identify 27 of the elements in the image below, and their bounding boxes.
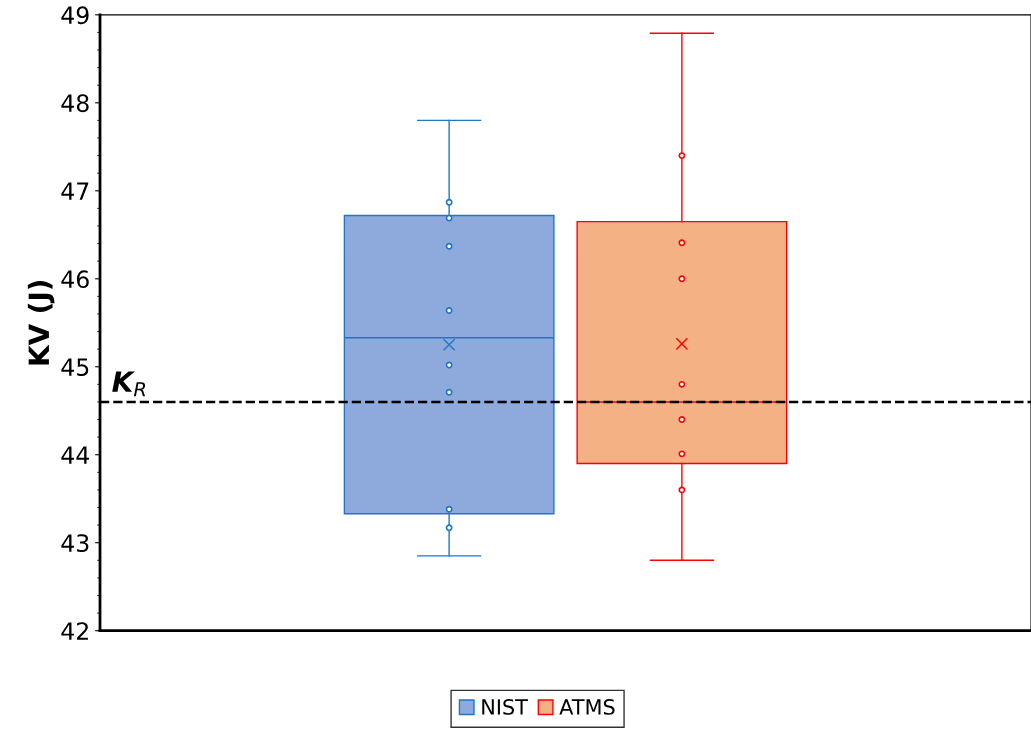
point	[678, 416, 686, 423]
point	[678, 275, 686, 283]
y-tick-label: 45	[61, 358, 89, 377]
point	[445, 524, 453, 532]
point	[678, 239, 686, 247]
point	[678, 380, 686, 388]
y-tick-label: 47	[61, 182, 89, 200]
point	[445, 388, 453, 396]
legend-label: NIST	[482, 699, 528, 715]
y-tick-label: 48	[61, 94, 89, 113]
point	[678, 450, 686, 458]
point	[445, 361, 453, 369]
point	[445, 214, 453, 222]
y-tick-label: 42	[61, 622, 88, 640]
legend-label: ATMS	[559, 699, 615, 715]
point	[445, 198, 453, 206]
point	[678, 152, 686, 160]
point	[445, 242, 453, 250]
y-tick-label: 46	[61, 270, 89, 289]
point	[445, 307, 453, 314]
y-tick-label: 43	[61, 534, 89, 553]
y-tick-label: 49	[61, 6, 89, 25]
ref-line-label: K$_{R}$	[112, 371, 146, 397]
y-axis-title: KV (J)	[27, 280, 55, 365]
point	[445, 505, 453, 513]
y-tick-label: 44	[61, 446, 89, 464]
point	[678, 486, 686, 494]
